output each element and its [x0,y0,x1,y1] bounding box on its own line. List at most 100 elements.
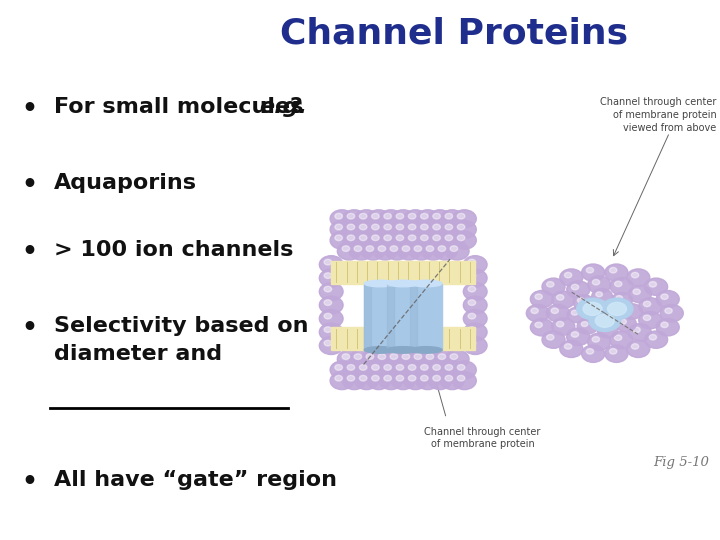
Circle shape [410,350,433,368]
Circle shape [572,310,578,315]
Circle shape [335,213,343,219]
Circle shape [408,364,416,370]
Circle shape [582,345,605,362]
Circle shape [404,220,428,239]
Bar [387,284,394,350]
Circle shape [343,372,366,390]
Circle shape [367,210,391,228]
Circle shape [392,361,415,379]
Text: For small molecules: For small molecules [54,97,311,117]
Circle shape [355,220,379,239]
Circle shape [349,242,373,260]
Ellipse shape [364,280,396,287]
Circle shape [450,354,458,360]
Ellipse shape [583,302,602,315]
Circle shape [546,281,554,287]
Circle shape [464,255,487,274]
Circle shape [343,220,366,239]
Circle shape [660,305,683,322]
Circle shape [596,292,603,297]
Ellipse shape [364,347,396,353]
Circle shape [416,220,440,239]
Bar [331,327,475,350]
Circle shape [416,372,440,390]
Text: •: • [22,97,37,121]
Circle shape [649,334,657,340]
Circle shape [464,269,487,287]
Circle shape [421,350,445,368]
Circle shape [379,361,403,379]
Circle shape [343,231,366,249]
Circle shape [629,286,652,303]
Circle shape [402,354,410,360]
Circle shape [320,269,343,287]
Circle shape [420,235,428,241]
Circle shape [457,213,465,219]
Circle shape [359,213,367,219]
Text: Aquaporins: Aquaporins [54,173,197,193]
Circle shape [335,235,343,241]
Circle shape [397,242,421,260]
Circle shape [384,375,392,381]
Circle shape [560,340,582,357]
Circle shape [631,343,639,349]
Circle shape [464,283,487,300]
Ellipse shape [595,314,614,327]
Circle shape [347,364,355,370]
Circle shape [586,349,593,354]
Circle shape [396,213,404,219]
Bar [410,284,417,350]
Text: •: • [22,173,37,197]
Circle shape [468,300,476,306]
Circle shape [457,224,465,230]
Circle shape [633,327,640,333]
Circle shape [616,316,636,332]
Circle shape [372,213,379,219]
Circle shape [445,350,469,368]
Circle shape [639,312,662,329]
Circle shape [450,246,458,252]
Circle shape [414,354,422,360]
Circle shape [535,322,542,328]
Text: Selectivity based on
diameter and: Selectivity based on diameter and [54,316,308,364]
Circle shape [335,375,343,381]
Circle shape [616,295,623,300]
Circle shape [639,298,662,315]
Circle shape [564,272,572,278]
Circle shape [577,319,598,334]
Circle shape [661,294,668,300]
Circle shape [347,235,355,241]
Circle shape [441,220,464,239]
Circle shape [420,375,428,381]
Ellipse shape [410,347,442,353]
Circle shape [433,375,441,381]
Circle shape [408,224,416,230]
Circle shape [626,269,649,286]
Circle shape [335,224,343,230]
Circle shape [404,210,428,228]
Circle shape [631,272,639,278]
Circle shape [367,231,391,249]
Circle shape [335,364,343,370]
Circle shape [610,278,633,295]
Circle shape [551,308,559,314]
Circle shape [404,372,428,390]
Circle shape [546,305,570,322]
Circle shape [552,291,575,308]
Circle shape [592,289,613,304]
Circle shape [643,315,651,320]
Circle shape [615,281,622,287]
Ellipse shape [589,310,621,332]
Circle shape [445,364,453,370]
Circle shape [320,323,343,341]
Circle shape [605,264,628,281]
Circle shape [390,354,397,360]
Circle shape [620,319,626,324]
Ellipse shape [387,280,419,287]
Circle shape [438,354,446,360]
Circle shape [416,231,440,249]
Text: ?: ? [289,97,302,117]
Circle shape [355,361,379,379]
Circle shape [420,224,428,230]
Circle shape [441,231,464,249]
